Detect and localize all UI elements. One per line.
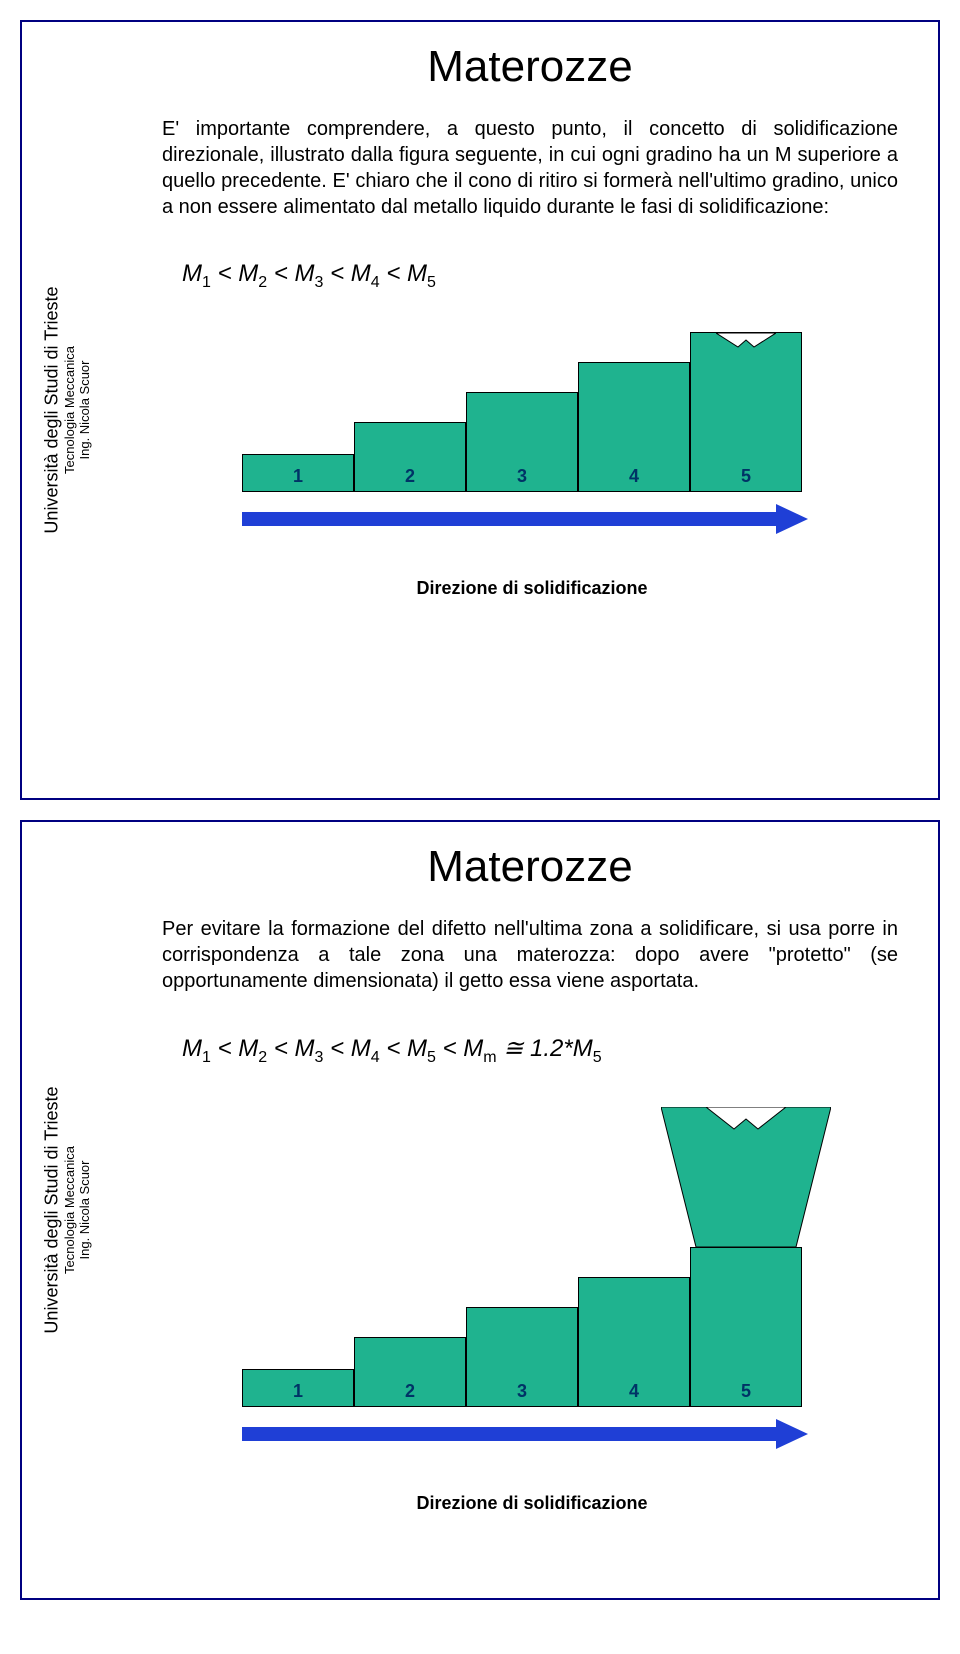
step-3: 3 (466, 1307, 578, 1407)
step-label: 1 (293, 466, 303, 487)
step-5: 5 (690, 1247, 802, 1407)
arrow-head-icon (776, 504, 808, 534)
slide-1: Università degli Studi di Trieste Tecnol… (20, 20, 940, 800)
step-1: 1 (242, 454, 354, 492)
step-label: 1 (293, 1381, 303, 1402)
step-label: 2 (405, 1381, 415, 1402)
step-3: 3 (466, 392, 578, 492)
slide-title: Materozze (162, 42, 898, 92)
vertical-label-sub: Tecnologia Meccanica Ing. Nicola Scuor (62, 210, 92, 610)
vertical-label-main: Università degli Studi di Trieste (42, 910, 63, 1510)
step-label: 5 (741, 466, 751, 487)
arrow-label: Direzione di solidificazione (242, 578, 822, 599)
step-1: 1 (242, 1369, 354, 1407)
arrow-label: Direzione di solidificazione (242, 1493, 822, 1514)
step-5: 5 (690, 332, 802, 492)
step-label: 4 (629, 466, 639, 487)
step-2: 2 (354, 1337, 466, 1407)
step-label: 5 (741, 1381, 751, 1402)
body-text: Per evitare la formazione del difetto ne… (162, 916, 898, 994)
slide-2: Università degli Studi di Trieste Tecnol… (20, 820, 940, 1600)
body-text: E' importante comprendere, a questo punt… (162, 116, 898, 220)
step-diagram: 1 2 3 4 5 Direzione di solidificazione (242, 312, 822, 599)
inequality: M1 < M2 < M3 < M4 < M5 < Mm ≅ 1.2*M5 (182, 1034, 898, 1067)
step-2: 2 (354, 422, 466, 492)
shrinkage-notch-icon (716, 333, 776, 353)
step-label: 3 (517, 1381, 527, 1402)
vertical-label-sub: Tecnologia Meccanica Ing. Nicola Scuor (62, 1010, 92, 1410)
step-4: 4 (578, 1277, 690, 1407)
step-diagram: 1 2 3 4 5 Direzione di solidificazione (242, 1227, 822, 1514)
step-label: 4 (629, 1381, 639, 1402)
vertical-label-main: Università degli Studi di Trieste (42, 110, 63, 710)
step-4: 4 (578, 362, 690, 492)
arrow-head-icon (776, 1419, 808, 1449)
step-label: 3 (517, 466, 527, 487)
slide-title: Materozze (162, 842, 898, 892)
inequality: M1 < M2 < M3 < M4 < M5 (182, 260, 898, 292)
riser-materozza (661, 1107, 831, 1247)
step-label: 2 (405, 466, 415, 487)
